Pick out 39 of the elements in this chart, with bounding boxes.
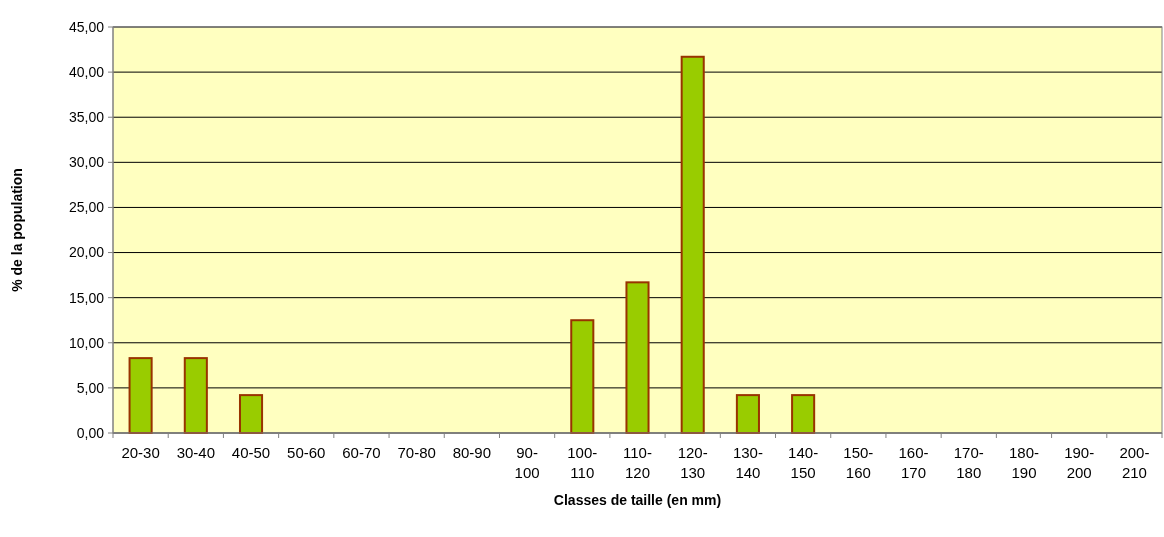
bar xyxy=(625,281,650,434)
y-tick-label: 45,00 xyxy=(68,18,105,35)
y-tick-label: 40,00 xyxy=(68,64,105,81)
y-tick-label: 0,00 xyxy=(76,424,105,441)
x-tick-label: 180-190 xyxy=(1008,444,1039,481)
x-tick-label: 60-70 xyxy=(342,444,381,461)
x-tick-label: 200-210 xyxy=(1119,444,1150,481)
x-tick-label: 40-50 xyxy=(231,444,271,461)
x-tick-label: 150-160 xyxy=(843,444,874,481)
y-tick-label: 5,00 xyxy=(76,379,105,396)
bar xyxy=(183,357,208,434)
bar xyxy=(680,55,705,434)
bar xyxy=(238,394,264,434)
x-tick-label: 70-80 xyxy=(397,444,436,461)
x-tick-label: 120-130 xyxy=(677,444,708,481)
x-tick-label: 30-40 xyxy=(176,444,215,461)
y-tick-label: 35,00 xyxy=(68,109,105,126)
bar xyxy=(128,357,153,434)
x-tick-label: 140-150 xyxy=(788,444,819,481)
x-axis-title: Classes de taille (en mm) xyxy=(553,492,722,508)
x-tick-label: 170-180 xyxy=(953,444,984,481)
bar xyxy=(735,394,760,434)
y-tick-label: 15,00 xyxy=(68,289,105,306)
y-tick-label: 25,00 xyxy=(68,199,105,216)
x-tick-label: 160-170 xyxy=(898,444,929,481)
x-tick-label: 100-110 xyxy=(567,444,598,481)
y-tick-label: 30,00 xyxy=(68,154,105,171)
bar xyxy=(570,319,595,434)
bar xyxy=(791,394,816,434)
y-tick-label: 20,00 xyxy=(68,244,105,261)
x-tick-label: 20-30 xyxy=(121,444,160,461)
x-tick-label: 130-140 xyxy=(732,444,763,481)
y-tick-label: 10,00 xyxy=(68,334,105,351)
x-tick-label: 90-100 xyxy=(514,444,540,481)
x-tick-label: 190-200 xyxy=(1064,444,1095,481)
y-axis-title: % de la population xyxy=(9,168,25,292)
x-tick-label: 50-60 xyxy=(287,444,326,461)
x-tick-label: 80-90 xyxy=(452,444,492,461)
x-tick-label: 110-120 xyxy=(623,444,652,481)
